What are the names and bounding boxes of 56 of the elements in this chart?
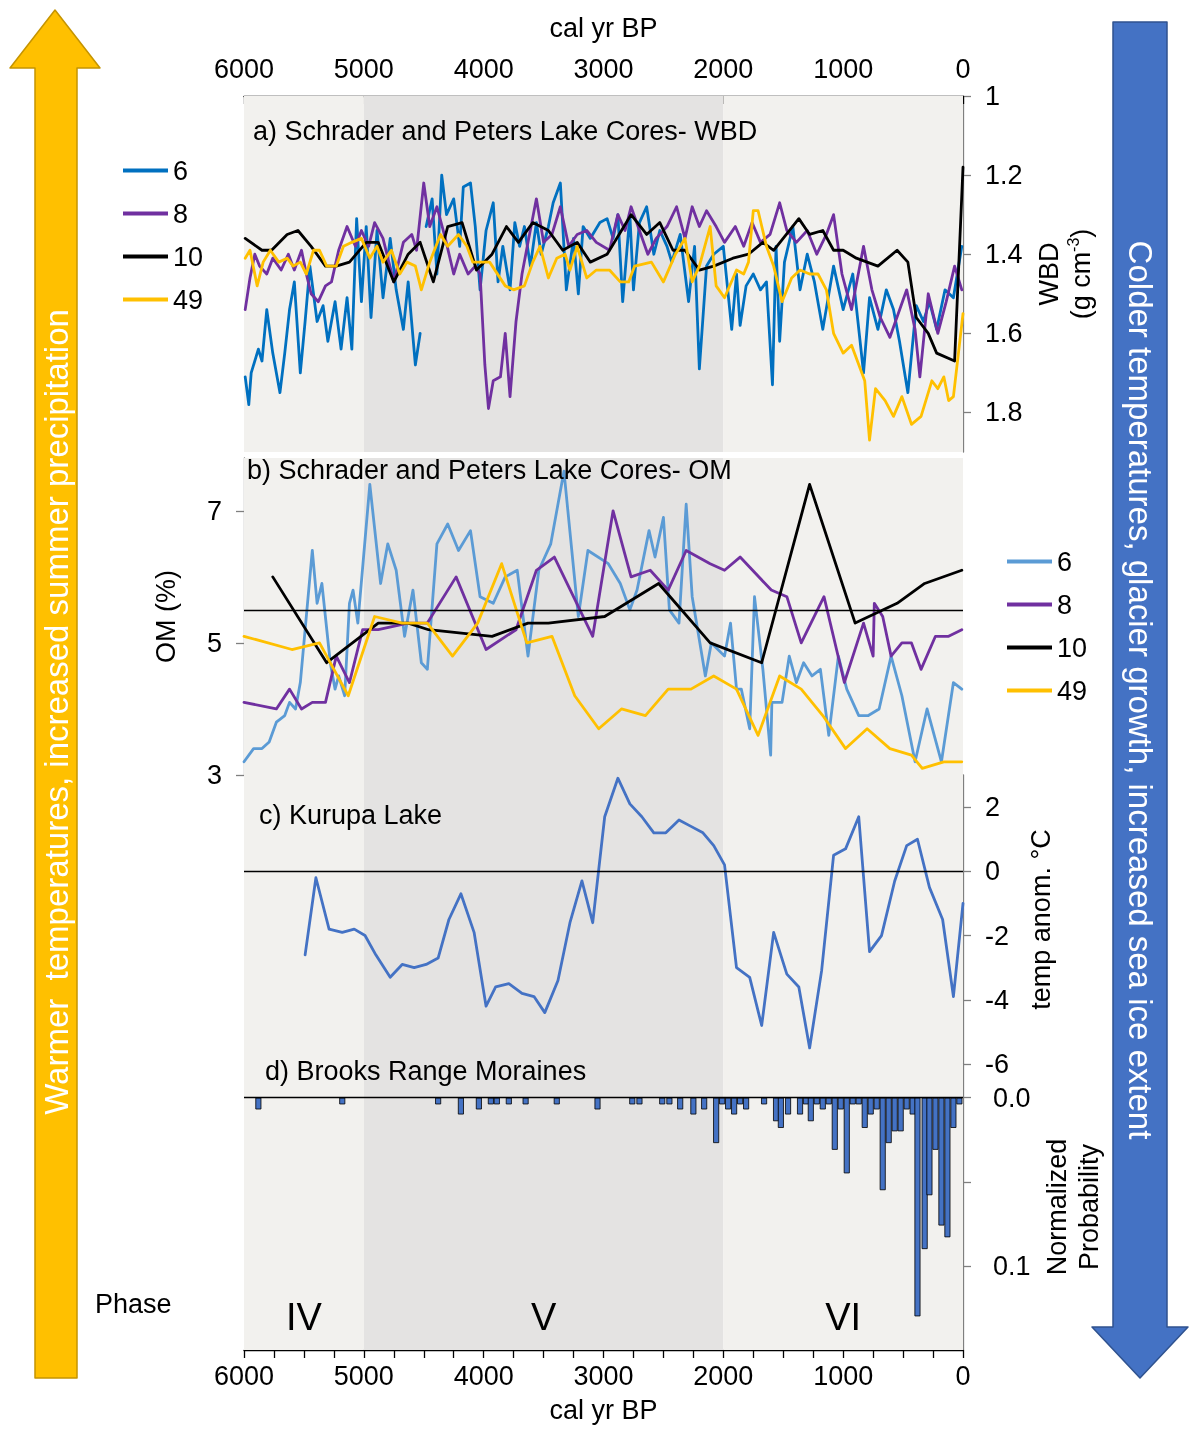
legend-label: 49 [1057, 675, 1088, 706]
band-label: IV [285, 1296, 323, 1338]
x-tick-label: 5000 [333, 53, 394, 84]
y-tick-label: -4 [985, 984, 1010, 1015]
y-tick-label: 0 [985, 856, 1001, 887]
line-series [242, 562, 964, 770]
y-tick-label: 1.2 [985, 160, 1023, 191]
text: Phase [95, 1288, 172, 1319]
y-tick-label: -6 [985, 1049, 1010, 1079]
x-axis-title: cal yr BP [549, 13, 658, 43]
y-tick-label: 1.6 [985, 318, 1023, 349]
y-axis-title: OM (%) [151, 570, 181, 663]
legend-label: 49 [173, 284, 204, 315]
legend-label: 6 [1057, 546, 1073, 577]
y-tick-label: 7 [206, 495, 222, 526]
y-axis-title: temp anom. °C [1026, 829, 1056, 1010]
x-tick-label: 0 [955, 1360, 971, 1391]
x-tick-label: 2000 [693, 1360, 754, 1391]
legend-label: 6 [173, 155, 189, 186]
y-tick-label: 1 [985, 81, 1001, 111]
y-tick-label: 2 [985, 792, 1001, 823]
text: Warmer temperatures, increased summer precipitation [38, 309, 75, 1115]
x-tick-label: 0 [955, 53, 971, 84]
line-series [243, 165, 965, 363]
x-tick-label: 6000 [213, 53, 275, 84]
text: Colder temperatures, glacier growth, increased sea ice extent [1122, 240, 1159, 1140]
x-tick-label: 2000 [693, 53, 754, 84]
legend-label: 10 [1057, 632, 1088, 663]
line-series [242, 509, 964, 711]
text: a) Schrader and Peters Lake Cores- WBD [253, 115, 758, 146]
x-tick-label: 3000 [573, 53, 634, 84]
line-series [243, 209, 965, 442]
y-tick-label: -2 [985, 920, 1010, 951]
x-tick-label: 1000 [813, 53, 874, 84]
y-tick-label: 1.4 [985, 239, 1023, 270]
x-tick-label: 1000 [813, 1360, 874, 1391]
x-tick-label: 4000 [453, 1360, 514, 1391]
text: c) Kurupa Lake [259, 799, 443, 830]
y-axis-title: Normalized Probability [1042, 1138, 1105, 1276]
x-tick-label: 5000 [333, 1360, 394, 1391]
legend-label: 8 [173, 198, 189, 229]
y-tick-label: 0.1 [993, 1250, 1031, 1281]
y-tick-label: 5 [206, 627, 222, 658]
band-label: V [530, 1296, 557, 1338]
chart-title: d) Brooks Range Moraines [265, 1055, 587, 1086]
x-tick-label: 4000 [453, 53, 514, 84]
legend-label: 8 [1057, 589, 1073, 620]
x-tick-label: 6000 [213, 1360, 275, 1391]
y-tick-label: 0.0 [993, 1082, 1031, 1113]
x-tick-label: 3000 [573, 1360, 634, 1391]
legend-label: 10 [173, 241, 204, 272]
y-tick-label: 1.8 [985, 397, 1023, 428]
chart-title: b) Schrader and Peters Lake Cores- OM [247, 454, 732, 485]
x-axis-title: cal yr BP [549, 1395, 658, 1425]
band-label: VI [825, 1296, 862, 1338]
y-tick-label: 3 [206, 760, 222, 790]
